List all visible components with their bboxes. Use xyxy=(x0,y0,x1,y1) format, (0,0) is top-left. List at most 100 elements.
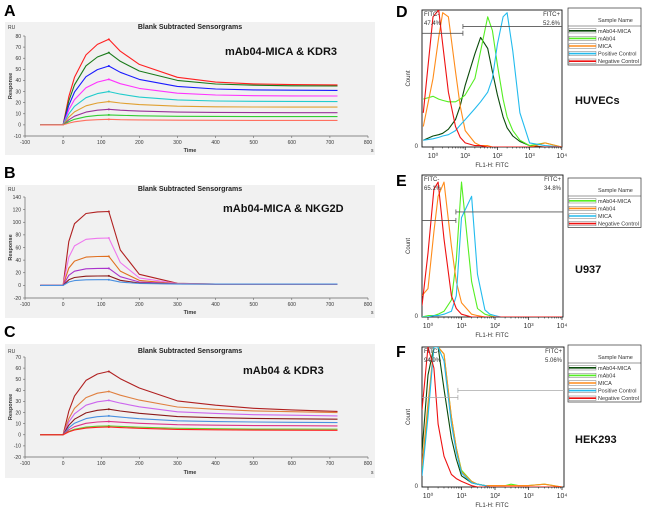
y-unit-label: RU xyxy=(8,25,16,31)
injection-end-marker xyxy=(107,113,110,116)
y-tick-label: 70 xyxy=(15,355,21,361)
panel-a: A Blank Subtracted Sensorgrams RU Response T… xyxy=(4,3,375,155)
injection-end-marker xyxy=(107,65,110,67)
legend-box xyxy=(567,7,642,66)
injection-end-marker xyxy=(107,78,110,81)
y-unit-label: RU xyxy=(8,349,16,355)
y-axis-label: Count xyxy=(406,409,412,425)
x-axis-label: Time xyxy=(184,470,197,476)
legend-item: Negative Control xyxy=(598,59,639,65)
chart-title: Blank Subtracted Sensorgrams xyxy=(138,24,242,31)
sensorgram-series-4 xyxy=(40,408,338,436)
y-tick-label: 50 xyxy=(15,67,21,73)
legend-header: Sample Name xyxy=(598,18,633,24)
y-tick-label: 20 xyxy=(15,271,21,277)
sensorgram-series-6 xyxy=(40,101,338,126)
x-tick-label: 800 xyxy=(364,302,373,308)
x-tick-label: 10¹ xyxy=(456,493,467,500)
y-tick-label: 0 xyxy=(18,283,21,289)
injection-end-marker xyxy=(107,108,110,111)
injection-end-marker xyxy=(107,408,110,411)
panel-b: B Blank Subtracted Sensorgrams RU Response T… xyxy=(4,165,375,318)
y-tick-label: 0 xyxy=(18,433,21,439)
x-axis-label: FL1-H: FITC xyxy=(475,163,509,169)
sensorgram-series-3 xyxy=(40,65,338,126)
legend-item: mAb04 xyxy=(598,36,615,42)
gate-positive-label: FITC+ xyxy=(543,12,560,18)
x-axis-label: FL1-H: FITC xyxy=(475,333,509,339)
sensorgram-series-6 xyxy=(40,279,338,286)
y-tick-label: -10 xyxy=(14,444,21,450)
y-tick-label: 120 xyxy=(13,207,22,213)
x-axis-label: FL1-H: FITC xyxy=(475,503,509,509)
y-tick-label: -20 xyxy=(14,296,21,302)
injection-end-marker xyxy=(107,420,110,423)
histogram-series-negative-control xyxy=(422,347,562,487)
sensorgram-series-1 xyxy=(40,38,338,126)
histogram-series-mab04-mica xyxy=(422,181,562,317)
x-tick-label: 300 xyxy=(173,140,182,146)
sensorgram-series-2 xyxy=(40,52,338,126)
x-tick-label: 0 xyxy=(62,302,65,308)
injection-end-marker xyxy=(107,267,110,270)
histogram-series-mab04-mica xyxy=(423,36,562,147)
chart-annotation: mAb04-MICA & KDR3 xyxy=(225,46,337,58)
injection-end-marker xyxy=(107,278,110,281)
y-tick-label: 50 xyxy=(15,377,21,383)
x-tick-label: 200 xyxy=(135,461,144,467)
panel-letter: A xyxy=(4,3,16,20)
panel-c: C Blank Subtracted Sensorgrams RU Response T… xyxy=(4,324,375,478)
y-axis-label: Count xyxy=(406,70,412,86)
y-axis-label: Response xyxy=(8,394,14,420)
x-tick-label: 200 xyxy=(135,140,144,146)
y-tick-label: 10 xyxy=(15,421,21,427)
sensorgram-series-8 xyxy=(40,114,338,126)
y-tick-label: 140 xyxy=(13,195,22,201)
chart-annotation: mAb04 & KDR3 xyxy=(243,365,324,377)
injection-end-marker xyxy=(107,100,110,103)
plot-background xyxy=(5,185,375,318)
injection-end-marker xyxy=(107,210,110,213)
injection-end-marker xyxy=(107,255,110,258)
chart-annotation: mAb04-MICA & NKG2D xyxy=(223,203,344,215)
histogram-plot-area xyxy=(421,346,565,488)
x-tick-label: -100 xyxy=(20,461,30,467)
gate-positive-percent: 5.06% xyxy=(545,358,563,364)
x-tick-label: 100 xyxy=(97,461,106,467)
legend-item: mAb04-MICA xyxy=(598,29,631,35)
gate-positive-percent: 34.8% xyxy=(544,186,562,192)
histogram-series-group xyxy=(422,181,562,317)
histogram-series-positive-control xyxy=(423,12,562,147)
x-axis-label: Time xyxy=(184,148,197,154)
x-tick-label: 600 xyxy=(288,461,297,467)
x-tick-label: 800 xyxy=(364,461,373,467)
sensorgram-series-5 xyxy=(40,91,338,126)
x-tick-label: 500 xyxy=(249,140,258,146)
legend-item: Negative Control xyxy=(598,222,639,228)
x-tick-label: 400 xyxy=(211,461,220,467)
x-tick-label: 10⁰ xyxy=(428,152,439,160)
y-axis-label: Count xyxy=(406,238,412,254)
x-tick-label: 400 xyxy=(211,302,220,308)
injection-end-marker xyxy=(107,370,110,373)
x-tick-label: 10² xyxy=(490,493,501,500)
sensorgram-series-1 xyxy=(40,370,338,436)
injection-end-marker xyxy=(107,51,110,54)
y-tick-label: 80 xyxy=(15,34,21,40)
injection-end-marker xyxy=(107,118,110,121)
gate-positive-label: FITC+ xyxy=(545,349,562,355)
y-tick-label: 60 xyxy=(15,245,21,251)
sensorgram-series-2 xyxy=(40,390,338,436)
gate-negative-label: FITC- xyxy=(424,349,439,355)
panel-e: E FITC- 65.1% FITC+ 34.8% Count 0 FL1-H: FITC 10… xyxy=(396,173,642,339)
plot-background xyxy=(5,22,375,155)
histogram-plot-area xyxy=(421,174,564,318)
cell-line-label: HEK293 xyxy=(575,434,617,446)
y-tick-label: 40 xyxy=(15,78,21,84)
x-axis-label: Time xyxy=(184,310,197,316)
x-tick-label: 400 xyxy=(211,140,220,146)
x-tick-label: 700 xyxy=(326,302,335,308)
x-tick-label: 10¹ xyxy=(456,323,467,330)
sensorgram-series-6 xyxy=(40,420,338,436)
